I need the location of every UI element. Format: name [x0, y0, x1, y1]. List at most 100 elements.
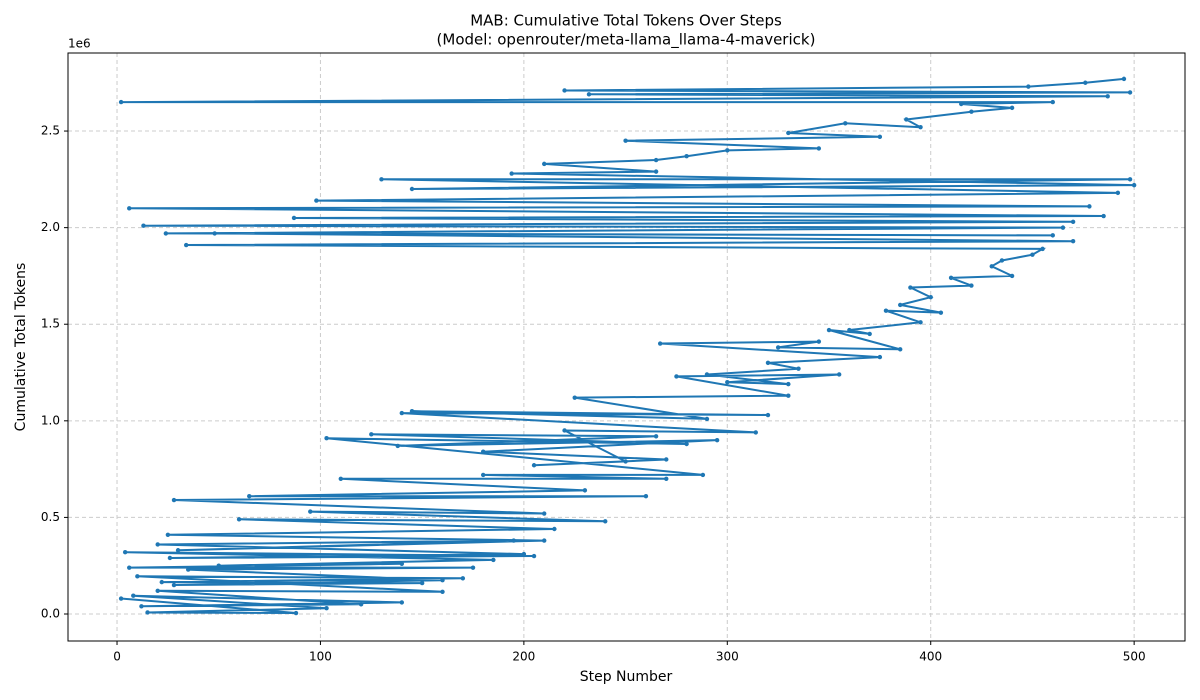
data-point: [399, 561, 405, 566]
data-point: [796, 366, 801, 371]
x-tick-label: 100: [309, 650, 332, 664]
data-point: [552, 526, 557, 532]
data-point: [480, 472, 486, 478]
x-tick-label: 300: [716, 650, 739, 664]
data-point: [1070, 219, 1076, 225]
data-point: [775, 345, 781, 350]
data-point: [531, 553, 537, 559]
data-point: [969, 109, 974, 114]
data-point: [653, 169, 659, 174]
data-point: [183, 242, 189, 248]
data-point: [959, 101, 964, 107]
data-point: [572, 395, 577, 400]
data-point: [1115, 190, 1121, 196]
data-point: [155, 588, 160, 594]
data-point: [127, 565, 132, 570]
data-point: [938, 310, 944, 315]
data-point: [1009, 105, 1015, 111]
data-point: [847, 327, 852, 333]
data-point: [409, 186, 415, 192]
data-point: [1009, 273, 1015, 279]
data-point: [1127, 177, 1133, 182]
data-point: [684, 153, 689, 159]
data-point: [139, 604, 144, 609]
data-point: [145, 610, 150, 615]
chart-title: MAB: Cumulative Total Tokens Over Steps: [470, 12, 782, 30]
data-point: [127, 206, 132, 211]
data-point: [684, 441, 689, 447]
data-point: [725, 379, 730, 385]
data-point: [1101, 213, 1106, 219]
data-point: [491, 557, 496, 563]
data-point: [877, 354, 883, 360]
data-point: [118, 99, 124, 105]
data-point: [1127, 90, 1133, 95]
data-point: [714, 437, 720, 443]
data-point: [843, 121, 848, 126]
data-point: [470, 565, 476, 570]
data-point: [969, 283, 974, 288]
data-point: [141, 223, 146, 228]
x-tick-label: 400: [919, 650, 942, 664]
y-tick-label: 1.0: [41, 413, 60, 427]
data-point: [883, 308, 889, 313]
data-point: [521, 551, 527, 557]
data-point: [236, 517, 242, 522]
data-point: [480, 449, 486, 454]
data-point: [165, 532, 171, 537]
data-point: [419, 580, 425, 586]
data-point: [542, 161, 547, 167]
data-point: [674, 374, 679, 379]
data-point: [509, 171, 514, 176]
data-point: [826, 327, 832, 333]
data-point: [765, 412, 771, 418]
y-tick-label: 0.5: [41, 510, 60, 524]
data-point: [989, 264, 994, 269]
data-point: [379, 177, 384, 182]
data-point: [308, 509, 313, 514]
data-point: [542, 538, 547, 543]
data-point: [753, 430, 758, 435]
data-point: [704, 372, 710, 377]
x-tick-label: 200: [512, 650, 535, 664]
data-point: [1131, 182, 1137, 188]
y-offset-label: 1e6: [68, 37, 91, 51]
data-point: [898, 347, 903, 352]
y-axis-label: Cumulative Total Tokens: [13, 263, 29, 432]
data-point: [399, 410, 405, 416]
data-point: [765, 360, 771, 366]
data-point: [399, 600, 405, 605]
data-point: [908, 285, 913, 290]
data-point: [786, 381, 791, 387]
data-point: [928, 294, 933, 300]
data-point: [786, 393, 791, 398]
data-line: [121, 77, 1135, 614]
data-point: [131, 593, 136, 598]
data-point: [664, 457, 669, 462]
y-tick-label: 2.5: [41, 124, 60, 138]
data-point: [293, 610, 299, 616]
data-point: [324, 436, 329, 441]
data-point: [1087, 204, 1092, 209]
data-point: [216, 563, 221, 568]
data-point: [135, 574, 140, 579]
data-point: [1050, 233, 1055, 238]
data-point: [562, 88, 567, 93]
data-point: [440, 577, 445, 583]
data-point: [163, 231, 169, 236]
data-point: [562, 428, 567, 433]
data-point: [1040, 246, 1045, 252]
data-point: [603, 519, 608, 524]
data-point: [167, 555, 173, 561]
data-point: [664, 476, 669, 481]
data-point: [314, 198, 319, 203]
data-point: [1060, 225, 1066, 230]
data-point: [186, 567, 191, 572]
data-point: [159, 579, 164, 585]
data-point: [247, 493, 252, 499]
data-point: [836, 372, 842, 377]
data-point: [877, 134, 883, 140]
data-point: [395, 443, 400, 449]
data-point: [586, 92, 592, 97]
data-point: [542, 511, 547, 516]
